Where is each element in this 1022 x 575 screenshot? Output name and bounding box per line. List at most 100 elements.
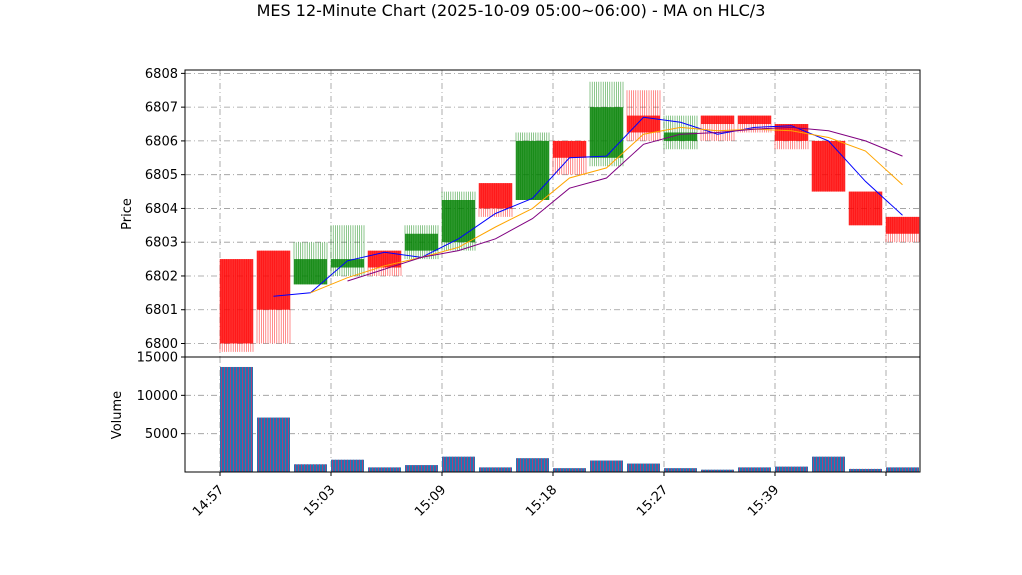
candle [848, 191, 883, 226]
candle [515, 132, 550, 200]
price-tick-label: 6805 [145, 168, 178, 183]
volume-bar [220, 366, 253, 472]
volume-bar [590, 460, 623, 472]
volume-bar-hatch [406, 465, 437, 472]
candle-body [405, 233, 438, 251]
volume-bar-hatch [369, 467, 400, 472]
candle [441, 191, 476, 251]
volume-bar-hatch [776, 466, 807, 472]
volume-bar-hatch [332, 459, 363, 472]
candle [589, 81, 624, 167]
candle [552, 140, 587, 175]
volume-bar [516, 458, 549, 472]
volume-bar [701, 469, 734, 472]
price-tick-label: 6803 [145, 236, 178, 251]
volume-bar [442, 456, 475, 472]
volume-yticks: 5000 10000 15000 [137, 351, 185, 442]
volume-bar-hatch [480, 467, 511, 472]
volume-bar [257, 417, 290, 472]
x-tick-label: 15:27 [634, 483, 671, 520]
volume-bar [627, 463, 660, 472]
volume-bar [886, 467, 919, 472]
volume-bar-hatch [443, 456, 474, 472]
volume-bar [553, 468, 586, 472]
price-tick-label: 6806 [145, 134, 178, 149]
volume-panel-frame [184, 356, 921, 473]
volume-bar [405, 465, 438, 472]
candles-layer [219, 81, 920, 352]
candle-body [257, 250, 290, 310]
volume-bar [331, 459, 364, 472]
volume-bar [368, 467, 401, 472]
volume-bar [664, 468, 697, 472]
candle-body [331, 259, 364, 268]
candle [885, 216, 920, 243]
x-tick-label: 15:18 [523, 483, 560, 520]
candle-body [368, 250, 401, 268]
candle [737, 115, 772, 133]
candle-body [849, 191, 882, 226]
candle-body [442, 199, 475, 243]
volume-grid [185, 356, 920, 472]
price-tick-label: 6800 [145, 337, 178, 352]
candle-range [700, 115, 735, 141]
volume-bar-hatch [591, 460, 622, 472]
candle-body [590, 107, 623, 158]
volume-bar-hatch [887, 467, 918, 472]
candle [404, 225, 439, 260]
price-tick-label: 6802 [145, 269, 178, 284]
candle [478, 183, 513, 217]
candle [293, 242, 328, 285]
volume-bar [294, 464, 327, 472]
price-tick-label: 6801 [145, 303, 178, 318]
candle [256, 250, 291, 344]
candle-body [812, 140, 845, 192]
candle-body [220, 259, 253, 344]
volume-bar-hatch [702, 469, 733, 472]
x-ticks: 14:57 15:03 15:09 15:18 15:27 15:39 [190, 472, 887, 520]
candle-body [738, 115, 771, 125]
candle [700, 115, 735, 141]
candle-range [737, 115, 772, 133]
volume-tick-label: 5000 [145, 427, 178, 442]
candle [663, 115, 698, 150]
candle-body [553, 140, 586, 158]
volume-bar [849, 468, 882, 472]
candle-body [479, 183, 512, 209]
candle [626, 90, 661, 141]
candle [219, 259, 254, 352]
volume-tick-label: 10000 [137, 389, 178, 404]
price-grid [185, 70, 920, 357]
candle-range [663, 115, 698, 150]
volume-bar-hatch [221, 367, 252, 472]
candle-range [330, 225, 365, 276]
candle-body [664, 132, 697, 141]
ma-line [310, 126, 903, 294]
volume-bar-hatch [554, 468, 585, 472]
volume-bar-hatch [258, 417, 289, 472]
price-panel-frame [184, 69, 921, 358]
volume-axis-label: Volume [110, 391, 125, 439]
volume-bar [812, 456, 845, 472]
candle-body [701, 115, 734, 125]
candle [330, 225, 365, 276]
ma-line [347, 126, 903, 282]
volume-bar-hatch [295, 464, 326, 472]
price-yticks: 6800 6801 6802 6803 6804 6805 6806 6807 6808 [145, 67, 185, 352]
volume-bar-hatch [850, 468, 881, 472]
volume-bar [738, 467, 771, 472]
price-axis-label: Price [120, 198, 135, 230]
volume-bar-hatch [813, 456, 844, 472]
candle-body [294, 259, 327, 285]
candle-body [886, 216, 919, 234]
candle [811, 140, 846, 192]
price-tick-label: 6807 [145, 101, 178, 116]
volume-bar-hatch [517, 458, 548, 472]
volume-bar-hatch [628, 463, 659, 472]
volume-bar-hatch [665, 468, 696, 472]
volume-tick-label: 15000 [137, 351, 178, 366]
x-tick-label: 15:09 [412, 483, 449, 520]
price-tick-label: 6804 [145, 202, 178, 217]
volume-bar [775, 466, 808, 472]
